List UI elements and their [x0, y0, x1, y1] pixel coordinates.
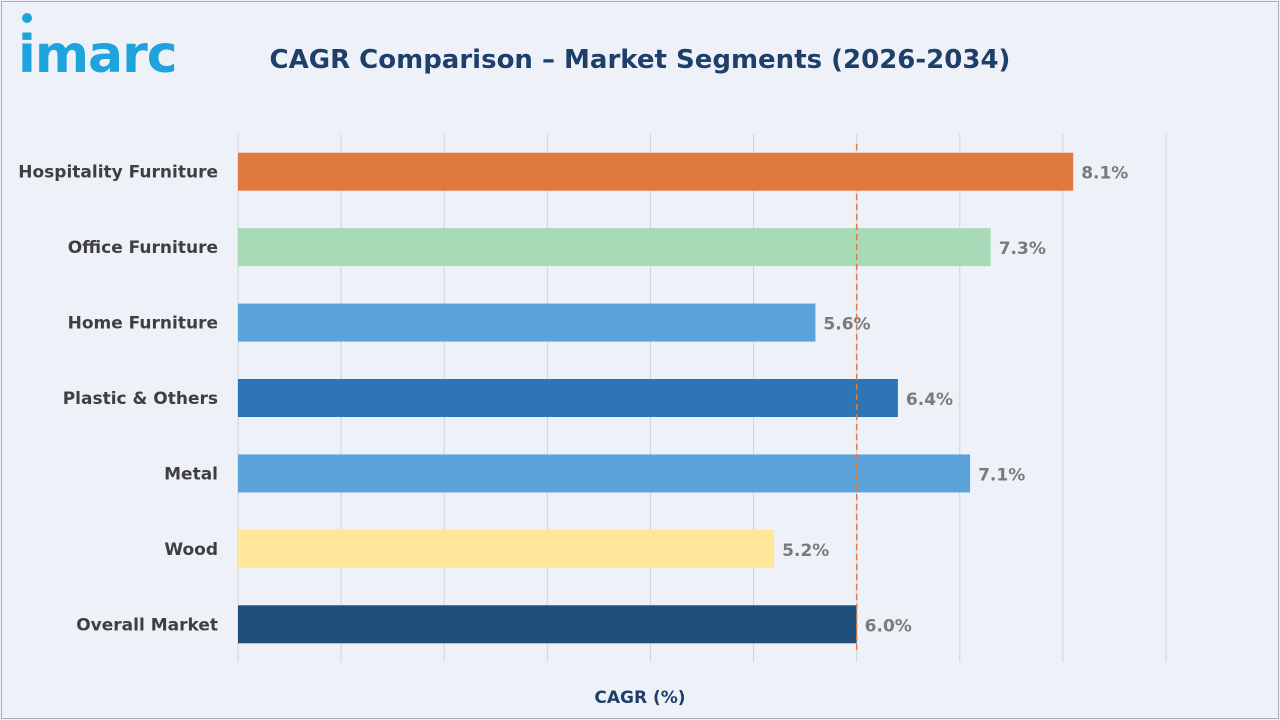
- bar: [238, 303, 816, 342]
- bar: [238, 529, 775, 568]
- value-label: 6.4%: [906, 390, 953, 410]
- bar: [238, 228, 991, 267]
- bar: [238, 379, 898, 417]
- x-axis-label: CAGR (%): [594, 688, 686, 708]
- category-label: Home Furniture: [68, 314, 218, 334]
- imarc-logo: imarc: [18, 13, 178, 82]
- chart-title: CAGR Comparison – Market Segments (2026-…: [269, 45, 1011, 75]
- category-label: Overall Market: [76, 615, 218, 635]
- value-label: 6.0%: [865, 616, 912, 636]
- value-label: 5.2%: [782, 541, 829, 561]
- value-label: 7.3%: [999, 239, 1046, 259]
- logo-dot: [22, 13, 32, 23]
- category-label: Metal: [164, 464, 218, 484]
- value-label: 5.6%: [823, 315, 870, 335]
- bar: [238, 605, 857, 644]
- category-label: Wood: [164, 540, 218, 560]
- bar: [238, 454, 971, 493]
- logo-text: imarc: [18, 25, 177, 82]
- value-label: 7.1%: [978, 465, 1025, 485]
- category-label: Office Furniture: [68, 238, 218, 258]
- value-label: 8.1%: [1081, 164, 1128, 184]
- category-label: Plastic & Others: [63, 389, 218, 409]
- bar: [238, 152, 1074, 191]
- category-label: Hospitality Furniture: [18, 163, 218, 183]
